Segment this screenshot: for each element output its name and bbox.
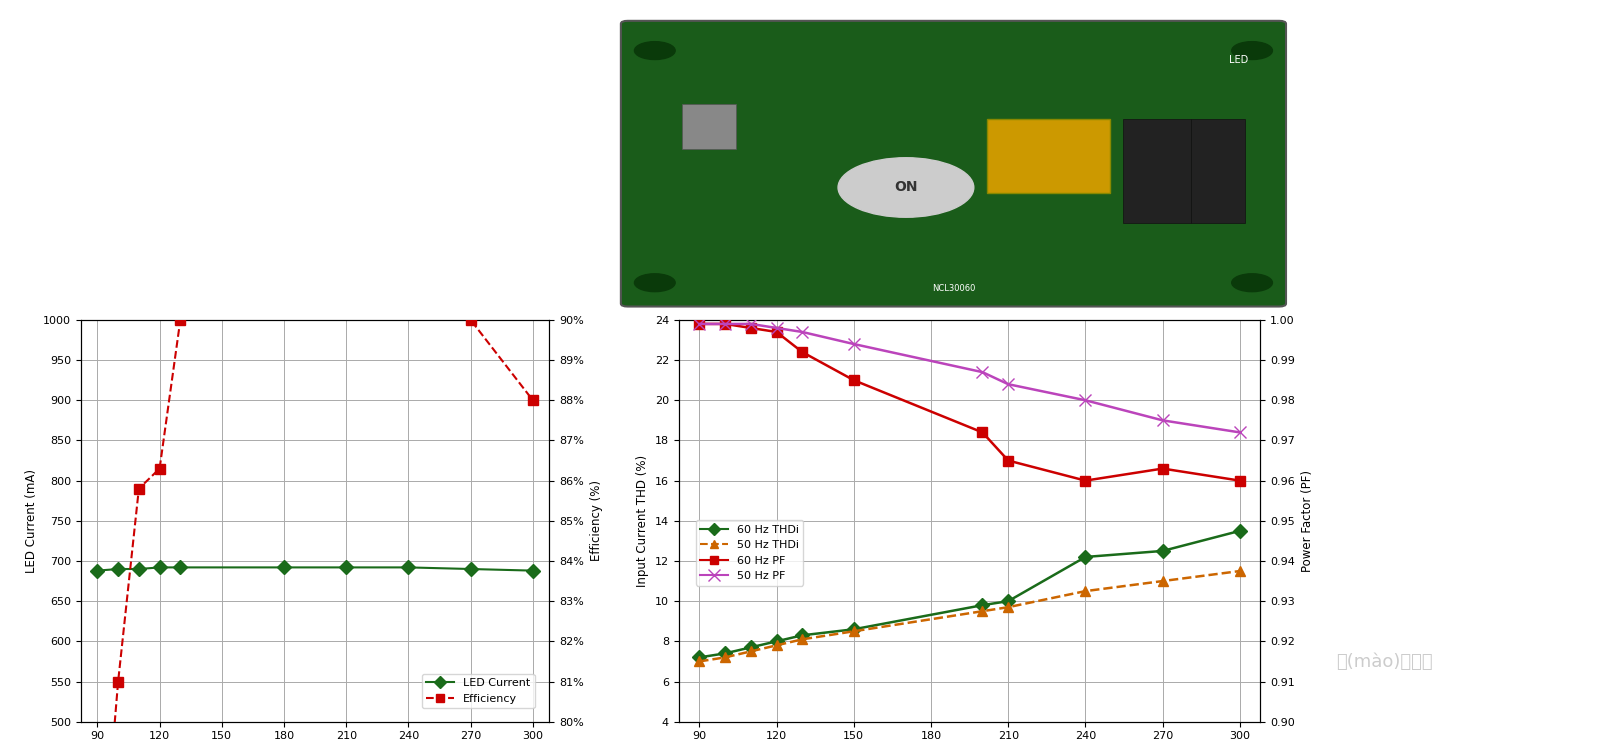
50 Hz PF <box>1076 396 1096 405</box>
50 Hz PF <box>1230 428 1249 437</box>
50 Hz PF <box>973 368 992 376</box>
60 Hz PF <box>973 428 992 437</box>
60 Hz THDi <box>792 631 811 640</box>
Efficiency <box>524 396 543 405</box>
60 Hz THDi <box>1230 526 1249 535</box>
LED Current <box>150 563 170 572</box>
Circle shape <box>1231 42 1272 60</box>
LED Current <box>171 563 191 572</box>
50 Hz THDi <box>742 647 761 656</box>
50 Hz THDi <box>792 635 811 644</box>
50 Hz PF <box>768 324 787 333</box>
60 Hz THDi <box>716 649 735 658</box>
50 Hz THDi <box>768 641 787 650</box>
50 Hz THDi <box>973 606 992 615</box>
50 Hz THDi <box>844 626 863 635</box>
60 Hz PF <box>742 324 761 333</box>
60 Hz PF <box>1230 476 1249 485</box>
Bar <box>987 119 1110 193</box>
Line: 60 Hz PF: 60 Hz PF <box>695 319 1244 486</box>
Circle shape <box>1231 274 1272 292</box>
Y-axis label: Power Factor (PF): Power Factor (PF) <box>1301 469 1314 572</box>
Bar <box>1123 119 1191 223</box>
Legend: 60 Hz THDi, 50 Hz THDi, 60 Hz PF, 50 Hz PF: 60 Hz THDi, 50 Hz THDi, 60 Hz PF, 50 Hz … <box>696 520 803 586</box>
LED Current <box>275 563 294 572</box>
Y-axis label: LED Current (mA): LED Current (mA) <box>24 469 37 573</box>
50 Hz PF <box>844 339 863 348</box>
60 Hz THDi <box>1152 546 1172 555</box>
50 Hz PF <box>716 319 735 328</box>
LED Current <box>336 563 356 572</box>
Line: 50 Hz PF: 50 Hz PF <box>693 318 1246 439</box>
Efficiency <box>150 464 170 473</box>
Line: Efficiency: Efficiency <box>92 227 538 744</box>
Efficiency <box>108 677 128 686</box>
60 Hz PF <box>1076 476 1096 485</box>
Line: 60 Hz THDi: 60 Hz THDi <box>695 526 1244 662</box>
Line: LED Current: LED Current <box>92 562 538 575</box>
50 Hz THDi <box>999 603 1018 612</box>
FancyBboxPatch shape <box>621 21 1286 307</box>
LED Current <box>399 563 419 572</box>
LED Current <box>87 566 107 575</box>
Efficiency <box>275 259 294 268</box>
LED Current <box>129 565 149 574</box>
50 Hz PF <box>742 319 761 328</box>
Efficiency <box>461 315 480 324</box>
Efficiency <box>212 304 231 312</box>
60 Hz PF <box>844 376 863 385</box>
50 Hz THDi <box>1230 567 1249 576</box>
50 Hz PF <box>999 379 1018 388</box>
60 Hz THDi <box>999 597 1018 606</box>
LED Current <box>461 565 480 574</box>
Circle shape <box>635 274 675 292</box>
Efficiency <box>129 484 149 493</box>
60 Hz THDi <box>742 643 761 652</box>
Efficiency <box>336 227 356 236</box>
60 Hz THDi <box>1076 553 1096 562</box>
Circle shape <box>839 158 974 217</box>
Bar <box>682 104 737 149</box>
50 Hz PF <box>792 327 811 336</box>
50 Hz THDi <box>1076 586 1096 595</box>
Circle shape <box>635 42 675 60</box>
Bar <box>1191 119 1246 223</box>
50 Hz THDi <box>690 657 709 666</box>
LED Current <box>524 566 543 575</box>
60 Hz PF <box>1152 464 1172 473</box>
Efficiency <box>171 315 191 324</box>
Line: 50 Hz THDi: 50 Hz THDi <box>695 566 1244 667</box>
60 Hz PF <box>690 319 709 328</box>
LED Current <box>108 565 128 574</box>
Text: NCL30060: NCL30060 <box>932 284 974 293</box>
60 Hz PF <box>792 347 811 356</box>
Legend: LED Current, Efficiency: LED Current, Efficiency <box>422 673 535 708</box>
Y-axis label: Input Current THD (%): Input Current THD (%) <box>637 455 650 587</box>
60 Hz THDi <box>690 653 709 662</box>
50 Hz PF <box>690 319 709 328</box>
50 Hz THDi <box>716 653 735 662</box>
Y-axis label: Efficiency (%): Efficiency (%) <box>590 481 603 561</box>
60 Hz THDi <box>973 600 992 609</box>
60 Hz THDi <box>844 625 863 634</box>
60 Hz THDi <box>768 637 787 646</box>
Efficiency <box>399 251 419 260</box>
50 Hz THDi <box>1152 577 1172 586</box>
60 Hz PF <box>716 319 735 328</box>
50 Hz PF <box>1152 416 1172 425</box>
60 Hz PF <box>999 456 1018 465</box>
Text: 貿(mào)澤電子: 貿(mào)澤電子 <box>1336 653 1433 671</box>
Text: ON: ON <box>894 181 918 194</box>
60 Hz PF <box>768 327 787 336</box>
Text: LED: LED <box>1228 54 1248 65</box>
